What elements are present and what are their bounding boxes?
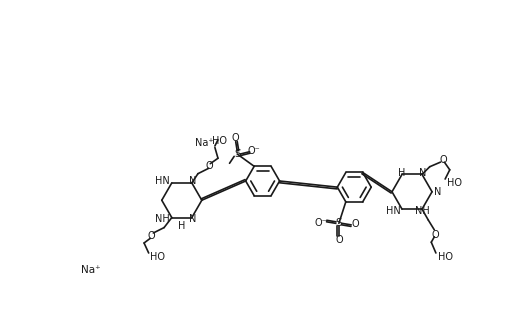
Text: HN: HN <box>155 176 170 186</box>
Text: HO: HO <box>447 178 462 188</box>
Text: O: O <box>431 229 439 239</box>
Text: O: O <box>352 219 360 229</box>
Text: Na⁺: Na⁺ <box>81 265 101 275</box>
Text: NH: NH <box>415 206 430 216</box>
Text: N: N <box>434 187 442 197</box>
Text: HO: HO <box>151 252 165 262</box>
Text: HO: HO <box>438 252 453 262</box>
Text: HO: HO <box>212 136 227 146</box>
Text: O: O <box>335 235 343 245</box>
Text: S: S <box>234 149 240 159</box>
Text: Na⁺: Na⁺ <box>195 138 213 148</box>
Text: H: H <box>178 221 186 231</box>
Text: N: N <box>419 168 427 178</box>
Text: S: S <box>336 218 342 228</box>
Text: O⁻: O⁻ <box>315 217 328 227</box>
Text: NH: NH <box>155 214 170 224</box>
Text: H: H <box>397 168 405 178</box>
Text: O: O <box>439 155 447 165</box>
Text: N: N <box>189 214 196 224</box>
Text: O: O <box>147 231 155 241</box>
Text: O: O <box>232 133 239 143</box>
Text: O: O <box>206 161 213 171</box>
Text: N: N <box>189 176 196 186</box>
Text: O⁻: O⁻ <box>248 146 261 156</box>
Text: HN: HN <box>386 206 401 216</box>
